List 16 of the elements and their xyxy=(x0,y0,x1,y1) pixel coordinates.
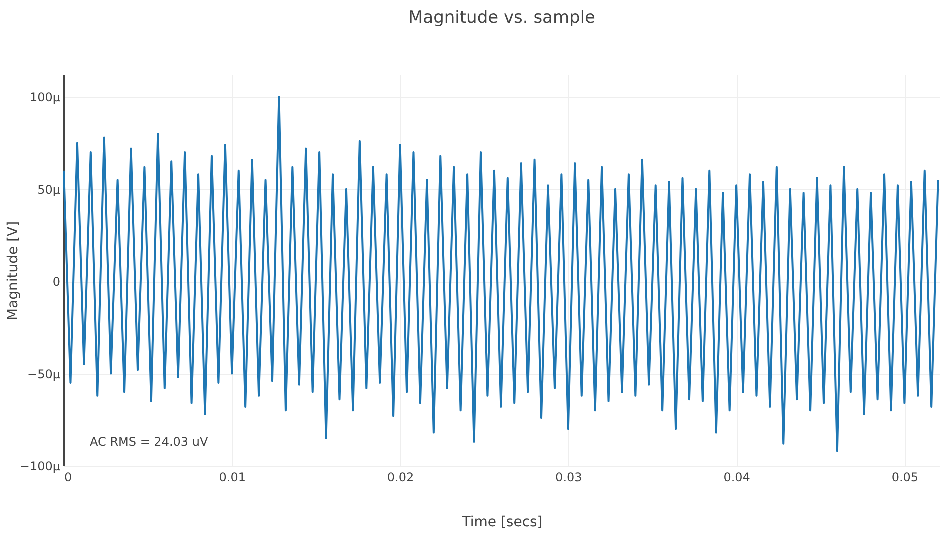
y-tick-label: 50µ xyxy=(38,182,61,197)
annotation: AC RMS = 24.03 uV xyxy=(90,435,209,449)
y-tick-label: −100µ xyxy=(20,460,61,474)
y-axis-title: Magnitude [V] xyxy=(6,221,22,321)
y-tick-label: −50µ xyxy=(28,367,61,382)
x-tick-label: 0.02 xyxy=(387,470,414,484)
x-tick-label: 0.01 xyxy=(219,470,246,484)
y-tick-label: 0 xyxy=(52,275,60,290)
line-series xyxy=(63,96,940,452)
x-tick-label: 0.04 xyxy=(724,470,750,484)
x-tick-label: 0 xyxy=(64,470,72,484)
x-tick-label: 0.05 xyxy=(892,470,919,484)
chart-title: Magnitude vs. sample xyxy=(408,8,596,28)
x-tick-label: 0.03 xyxy=(556,470,582,484)
y-tick-label: 100µ xyxy=(30,90,61,105)
x-axis-title: Time [secs] xyxy=(461,514,543,530)
